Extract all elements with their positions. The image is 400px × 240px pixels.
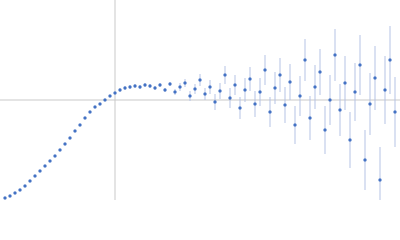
data-point bbox=[248, 77, 252, 81]
data-point bbox=[283, 103, 287, 107]
data-point bbox=[118, 88, 122, 92]
data-point bbox=[328, 98, 332, 102]
data-point bbox=[113, 91, 117, 95]
data-point bbox=[273, 86, 277, 90]
data-point bbox=[313, 85, 317, 89]
data-point bbox=[48, 159, 52, 163]
data-point bbox=[218, 89, 222, 93]
data-point bbox=[93, 105, 97, 109]
data-point bbox=[338, 108, 342, 112]
data-point bbox=[303, 58, 307, 62]
data-point bbox=[228, 96, 232, 100]
chart bbox=[0, 0, 400, 200]
data-point bbox=[78, 123, 82, 127]
data-point bbox=[193, 87, 197, 91]
data-point bbox=[58, 148, 62, 152]
data-point bbox=[63, 142, 67, 146]
data-point bbox=[243, 88, 247, 92]
data-point bbox=[358, 63, 362, 67]
data-point bbox=[188, 94, 192, 98]
data-point bbox=[378, 178, 382, 182]
data-point bbox=[33, 174, 37, 178]
data-point bbox=[393, 110, 397, 114]
data-point bbox=[288, 80, 292, 84]
data-point bbox=[143, 83, 147, 87]
data-point bbox=[263, 68, 267, 72]
data-point bbox=[168, 82, 172, 86]
data-point bbox=[368, 102, 372, 106]
data-point bbox=[13, 191, 17, 195]
data-point bbox=[323, 128, 327, 132]
data-point bbox=[128, 85, 132, 89]
data-point bbox=[38, 169, 42, 173]
data-point bbox=[53, 154, 57, 158]
data-point bbox=[213, 100, 217, 104]
data-point bbox=[88, 110, 92, 114]
data-point bbox=[23, 184, 27, 188]
data-point bbox=[123, 86, 127, 90]
data-point bbox=[148, 84, 152, 88]
data-point bbox=[383, 88, 387, 92]
data-point bbox=[203, 92, 207, 96]
data-point bbox=[343, 81, 347, 85]
data-point bbox=[253, 102, 257, 106]
data-point bbox=[308, 116, 312, 120]
data-point bbox=[28, 179, 32, 183]
data-point bbox=[258, 90, 262, 94]
data-point bbox=[333, 53, 337, 57]
data-point bbox=[353, 90, 357, 94]
data-point bbox=[373, 76, 377, 80]
data-point bbox=[68, 136, 72, 140]
data-point bbox=[8, 194, 12, 198]
data-point bbox=[178, 85, 182, 89]
data-point bbox=[133, 84, 137, 88]
data-point bbox=[18, 188, 22, 192]
page: {"chart_data": {"type": "scatter", "x": … bbox=[0, 0, 400, 200]
data-point bbox=[83, 116, 87, 120]
data-point bbox=[163, 88, 167, 92]
data-point bbox=[298, 94, 302, 98]
data-point bbox=[198, 78, 202, 82]
data-point bbox=[223, 73, 227, 77]
data-point bbox=[293, 123, 297, 127]
data-point bbox=[318, 70, 322, 74]
data-point bbox=[173, 90, 177, 94]
data-point bbox=[103, 98, 107, 102]
data-point bbox=[278, 73, 282, 77]
data-point bbox=[3, 196, 7, 200]
data-point bbox=[238, 106, 242, 110]
data-point bbox=[183, 81, 187, 85]
data-point bbox=[208, 85, 212, 89]
data-point bbox=[348, 138, 352, 142]
data-point bbox=[158, 83, 162, 87]
data-point bbox=[363, 158, 367, 162]
data-point bbox=[268, 110, 272, 114]
data-point bbox=[388, 58, 392, 62]
data-point bbox=[153, 86, 157, 90]
data-point bbox=[233, 83, 237, 87]
data-point bbox=[73, 129, 77, 133]
data-point bbox=[108, 94, 112, 98]
data-point bbox=[43, 164, 47, 168]
data-point bbox=[98, 102, 102, 106]
data-point bbox=[138, 85, 142, 89]
